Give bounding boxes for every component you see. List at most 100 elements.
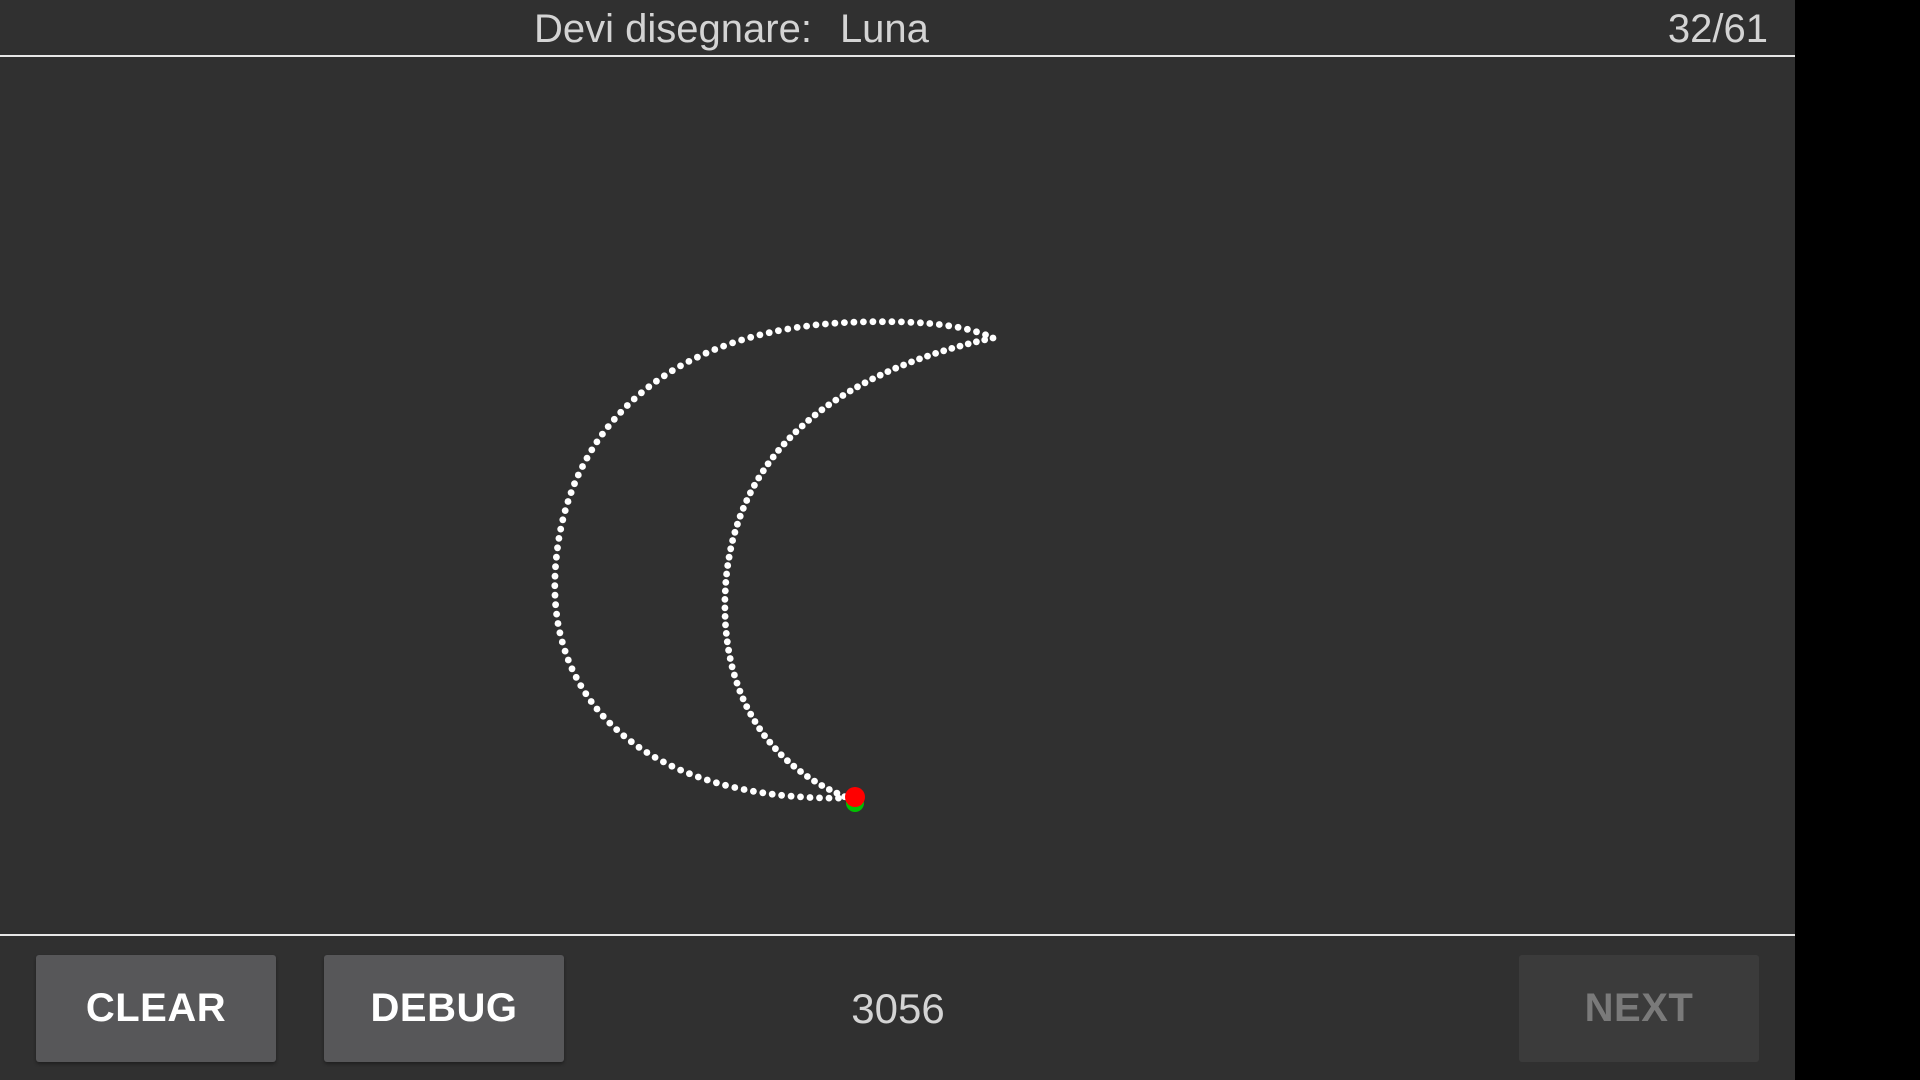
stroke-dot	[816, 794, 823, 802]
stroke-dot	[747, 489, 754, 497]
score-value: 3056	[851, 985, 945, 1032]
stroke-dot	[721, 596, 729, 603]
stroke-dot	[660, 372, 668, 380]
stroke-dot	[805, 417, 812, 424]
stroke-dot	[556, 629, 564, 637]
stroke-dot	[803, 322, 810, 330]
stroke-dot	[756, 725, 763, 733]
stroke-dot	[768, 790, 776, 798]
stroke-dot	[653, 377, 660, 385]
stroke-dot	[926, 320, 934, 327]
stroke-dot	[884, 368, 892, 375]
stroke-dot	[702, 349, 710, 357]
stroke-dot	[775, 447, 782, 454]
stroke-dot	[694, 773, 702, 781]
stroke-dot	[725, 646, 732, 654]
stroke-dot	[846, 387, 854, 395]
stroke-dot	[613, 726, 621, 733]
stroke-dot	[630, 395, 638, 403]
stroke-dot	[604, 423, 612, 430]
stroke-dot	[554, 544, 561, 552]
stroke-dot	[861, 379, 869, 387]
stroke-dot	[940, 347, 948, 355]
stroke-dot	[917, 319, 924, 327]
stroke-dot	[564, 656, 572, 664]
stroke-dot	[907, 318, 915, 326]
side-bar	[1795, 0, 1920, 1080]
stroke-dot	[617, 408, 625, 416]
stroke-dot	[833, 789, 841, 797]
stroke-dot	[577, 682, 585, 689]
stroke-dot	[727, 545, 735, 553]
stroke-dot	[898, 318, 905, 326]
stroke-dot	[916, 355, 923, 363]
stroke-dot	[747, 333, 755, 341]
stroke-dot	[973, 328, 980, 336]
stroke-dot	[551, 572, 559, 580]
stroke-dot	[831, 319, 839, 327]
stroke-dot	[793, 324, 801, 331]
stroke-dot	[812, 321, 820, 329]
next-button[interactable]: NEXT	[1519, 955, 1759, 1062]
stroke-dot	[685, 358, 693, 365]
stroke-dot	[982, 331, 989, 339]
stroke-dot	[850, 318, 858, 326]
stroke-dot	[579, 463, 586, 470]
stroke-dot	[736, 512, 744, 520]
stroke-dot	[739, 504, 747, 512]
stroke-dot	[651, 754, 659, 761]
stroke-dot	[948, 345, 956, 352]
stroke-dot	[738, 336, 745, 344]
stroke-dot	[555, 535, 563, 542]
stroke-dot	[932, 350, 939, 357]
stroke-dot	[750, 787, 757, 795]
stroke-dot	[721, 587, 729, 595]
stroke-dot	[593, 438, 601, 446]
stroke-dot	[764, 460, 772, 468]
stroke-dot	[797, 793, 804, 801]
stroke-dot	[668, 367, 676, 375]
stroke-dot	[935, 321, 943, 328]
stroke-dot	[765, 329, 773, 337]
stroke-dot	[552, 563, 559, 571]
stroke-dot	[574, 471, 582, 479]
progress-counter: 32/61	[1667, 7, 1768, 51]
stroke-dot	[751, 718, 759, 725]
stroke-dot	[775, 327, 782, 335]
stroke-dot	[564, 498, 572, 505]
stroke-dot	[761, 732, 768, 739]
debug-button[interactable]: DEBUG	[324, 955, 564, 1062]
stroke-dot	[638, 389, 645, 397]
stroke-dot	[839, 392, 847, 399]
stroke-dot	[599, 430, 606, 438]
stroke-dot	[677, 362, 684, 370]
stroke-dot	[571, 480, 578, 488]
stroke-dot	[711, 346, 719, 353]
stroke-dot	[860, 318, 867, 326]
stroke-dot	[677, 766, 684, 774]
drawing-prompt: Devi disegnare: Luna	[534, 6, 929, 52]
stroke-dot	[557, 525, 565, 533]
stroke-dot	[780, 440, 788, 448]
stroke-dot	[627, 738, 635, 746]
drawing-app: Devi disegnare: Luna 32/61 CLEAR DEBUG 30…	[0, 0, 1795, 1080]
stroke-dot	[743, 497, 751, 504]
stroke-dot	[964, 340, 972, 348]
stroke-dot	[721, 613, 729, 620]
clear-button[interactable]: CLEAR	[36, 955, 276, 1062]
stroke-dot	[786, 434, 794, 442]
stroke-dot	[869, 375, 876, 383]
stroke-dot	[924, 352, 931, 360]
stroke-dot	[797, 768, 804, 775]
stroke-dot	[606, 719, 614, 727]
drawing-canvas[interactable]	[0, 57, 1795, 934]
stroke-dot	[722, 579, 730, 586]
stroke-dot	[876, 371, 884, 379]
stroke-dot	[973, 338, 980, 346]
stroke-dot	[900, 361, 907, 369]
stroke-dot	[599, 712, 607, 720]
stroke-dot	[736, 687, 744, 695]
stroke-dot	[668, 762, 676, 770]
prompt-label: Devi disegnare:	[534, 7, 812, 51]
stroke-dot	[552, 601, 559, 609]
